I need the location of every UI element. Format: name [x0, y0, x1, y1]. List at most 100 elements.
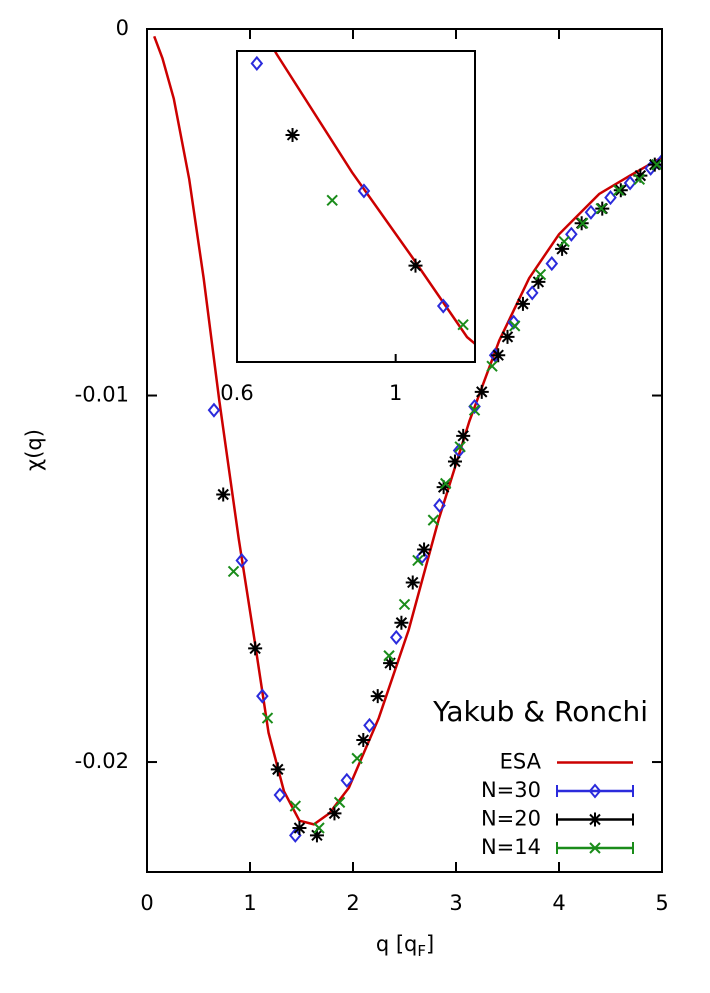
line — [153, 35, 662, 826]
inset-x-tick-label: 1 — [389, 381, 402, 405]
marker — [534, 268, 547, 281]
marker — [558, 235, 570, 248]
marker — [584, 204, 598, 220]
marker — [370, 689, 385, 704]
legend-label: N=14 — [481, 835, 541, 859]
marker — [555, 241, 570, 256]
marker — [270, 762, 285, 777]
marker — [525, 285, 539, 301]
x-tick-label: 0 — [140, 891, 153, 915]
marker — [447, 454, 462, 469]
marker — [468, 404, 481, 416]
marker — [398, 598, 411, 611]
marker — [436, 298, 450, 314]
x-label-tail: ] — [426, 932, 434, 956]
marker — [545, 256, 559, 272]
legend-marker — [588, 783, 602, 799]
x-tick-label: 4 — [552, 891, 565, 915]
marker — [363, 717, 376, 733]
marker — [604, 190, 617, 206]
inset-frame — [236, 50, 476, 363]
marker — [292, 821, 307, 836]
marker — [633, 168, 648, 183]
marker — [613, 184, 625, 196]
inset-x-tick-label: 0.6 — [220, 381, 253, 405]
marker — [273, 787, 287, 803]
marker — [439, 477, 452, 490]
marker — [436, 480, 451, 495]
x-tick-label: 3 — [449, 891, 462, 915]
marker — [531, 274, 546, 289]
marker — [383, 650, 395, 662]
marker — [333, 796, 346, 809]
marker — [565, 226, 578, 242]
marker — [576, 217, 589, 229]
marker — [285, 127, 300, 142]
marker — [309, 828, 324, 843]
marker — [613, 183, 628, 198]
marker — [340, 772, 354, 788]
marker — [509, 320, 521, 332]
marker — [357, 183, 371, 199]
y-tick-label: -0.02 — [75, 749, 129, 773]
marker — [389, 629, 403, 645]
marker — [500, 329, 515, 344]
marker — [394, 615, 409, 630]
marker — [474, 384, 489, 399]
marker — [256, 688, 269, 704]
marker — [235, 552, 249, 569]
x-axis-label: q [qF] — [376, 932, 434, 960]
legend-label: N=30 — [481, 778, 541, 802]
marker — [633, 173, 646, 185]
marker — [491, 348, 506, 363]
legend-marker — [589, 842, 601, 854]
marker — [250, 55, 264, 72]
x-tick-label: 1 — [243, 891, 256, 915]
marker — [356, 733, 371, 748]
legend-marker — [588, 812, 602, 827]
x-label-sub: F — [417, 942, 426, 960]
marker — [468, 398, 481, 415]
marker — [651, 158, 662, 171]
marker — [623, 175, 637, 191]
marker — [405, 575, 420, 590]
inset-plot — [250, 51, 475, 346]
main-plot — [153, 35, 662, 843]
marker — [412, 554, 424, 567]
marker — [454, 441, 466, 453]
marker — [647, 157, 662, 172]
marker — [486, 360, 498, 372]
marker — [216, 487, 231, 502]
inset-background — [237, 51, 475, 362]
marker — [248, 641, 263, 656]
marker — [427, 514, 440, 526]
x-tick-label: 2 — [346, 891, 359, 915]
annotation: Yakub & Ronchi — [432, 695, 648, 728]
marker — [326, 194, 338, 206]
y-axis-label: χ(q) — [22, 429, 46, 471]
marker — [327, 806, 342, 821]
marker — [313, 822, 325, 834]
legend-label: ESA — [500, 750, 542, 774]
marker — [383, 656, 398, 671]
marker — [457, 318, 469, 331]
y-tick-label: -0.01 — [75, 383, 129, 407]
marker — [261, 712, 274, 724]
marker — [207, 402, 221, 418]
plot-frame — [146, 28, 663, 873]
x-label-main: q [q — [376, 932, 418, 956]
legend-label: N=20 — [481, 807, 541, 831]
marker — [351, 752, 363, 765]
x-tick-label: 5 — [655, 891, 668, 915]
marker — [227, 565, 240, 578]
marker — [433, 497, 446, 514]
y-tick-label: 0 — [116, 16, 129, 40]
marker — [515, 296, 530, 311]
marker — [655, 153, 662, 169]
marker — [595, 202, 607, 215]
marker — [289, 800, 302, 812]
marker — [456, 428, 471, 443]
marker — [417, 542, 432, 557]
